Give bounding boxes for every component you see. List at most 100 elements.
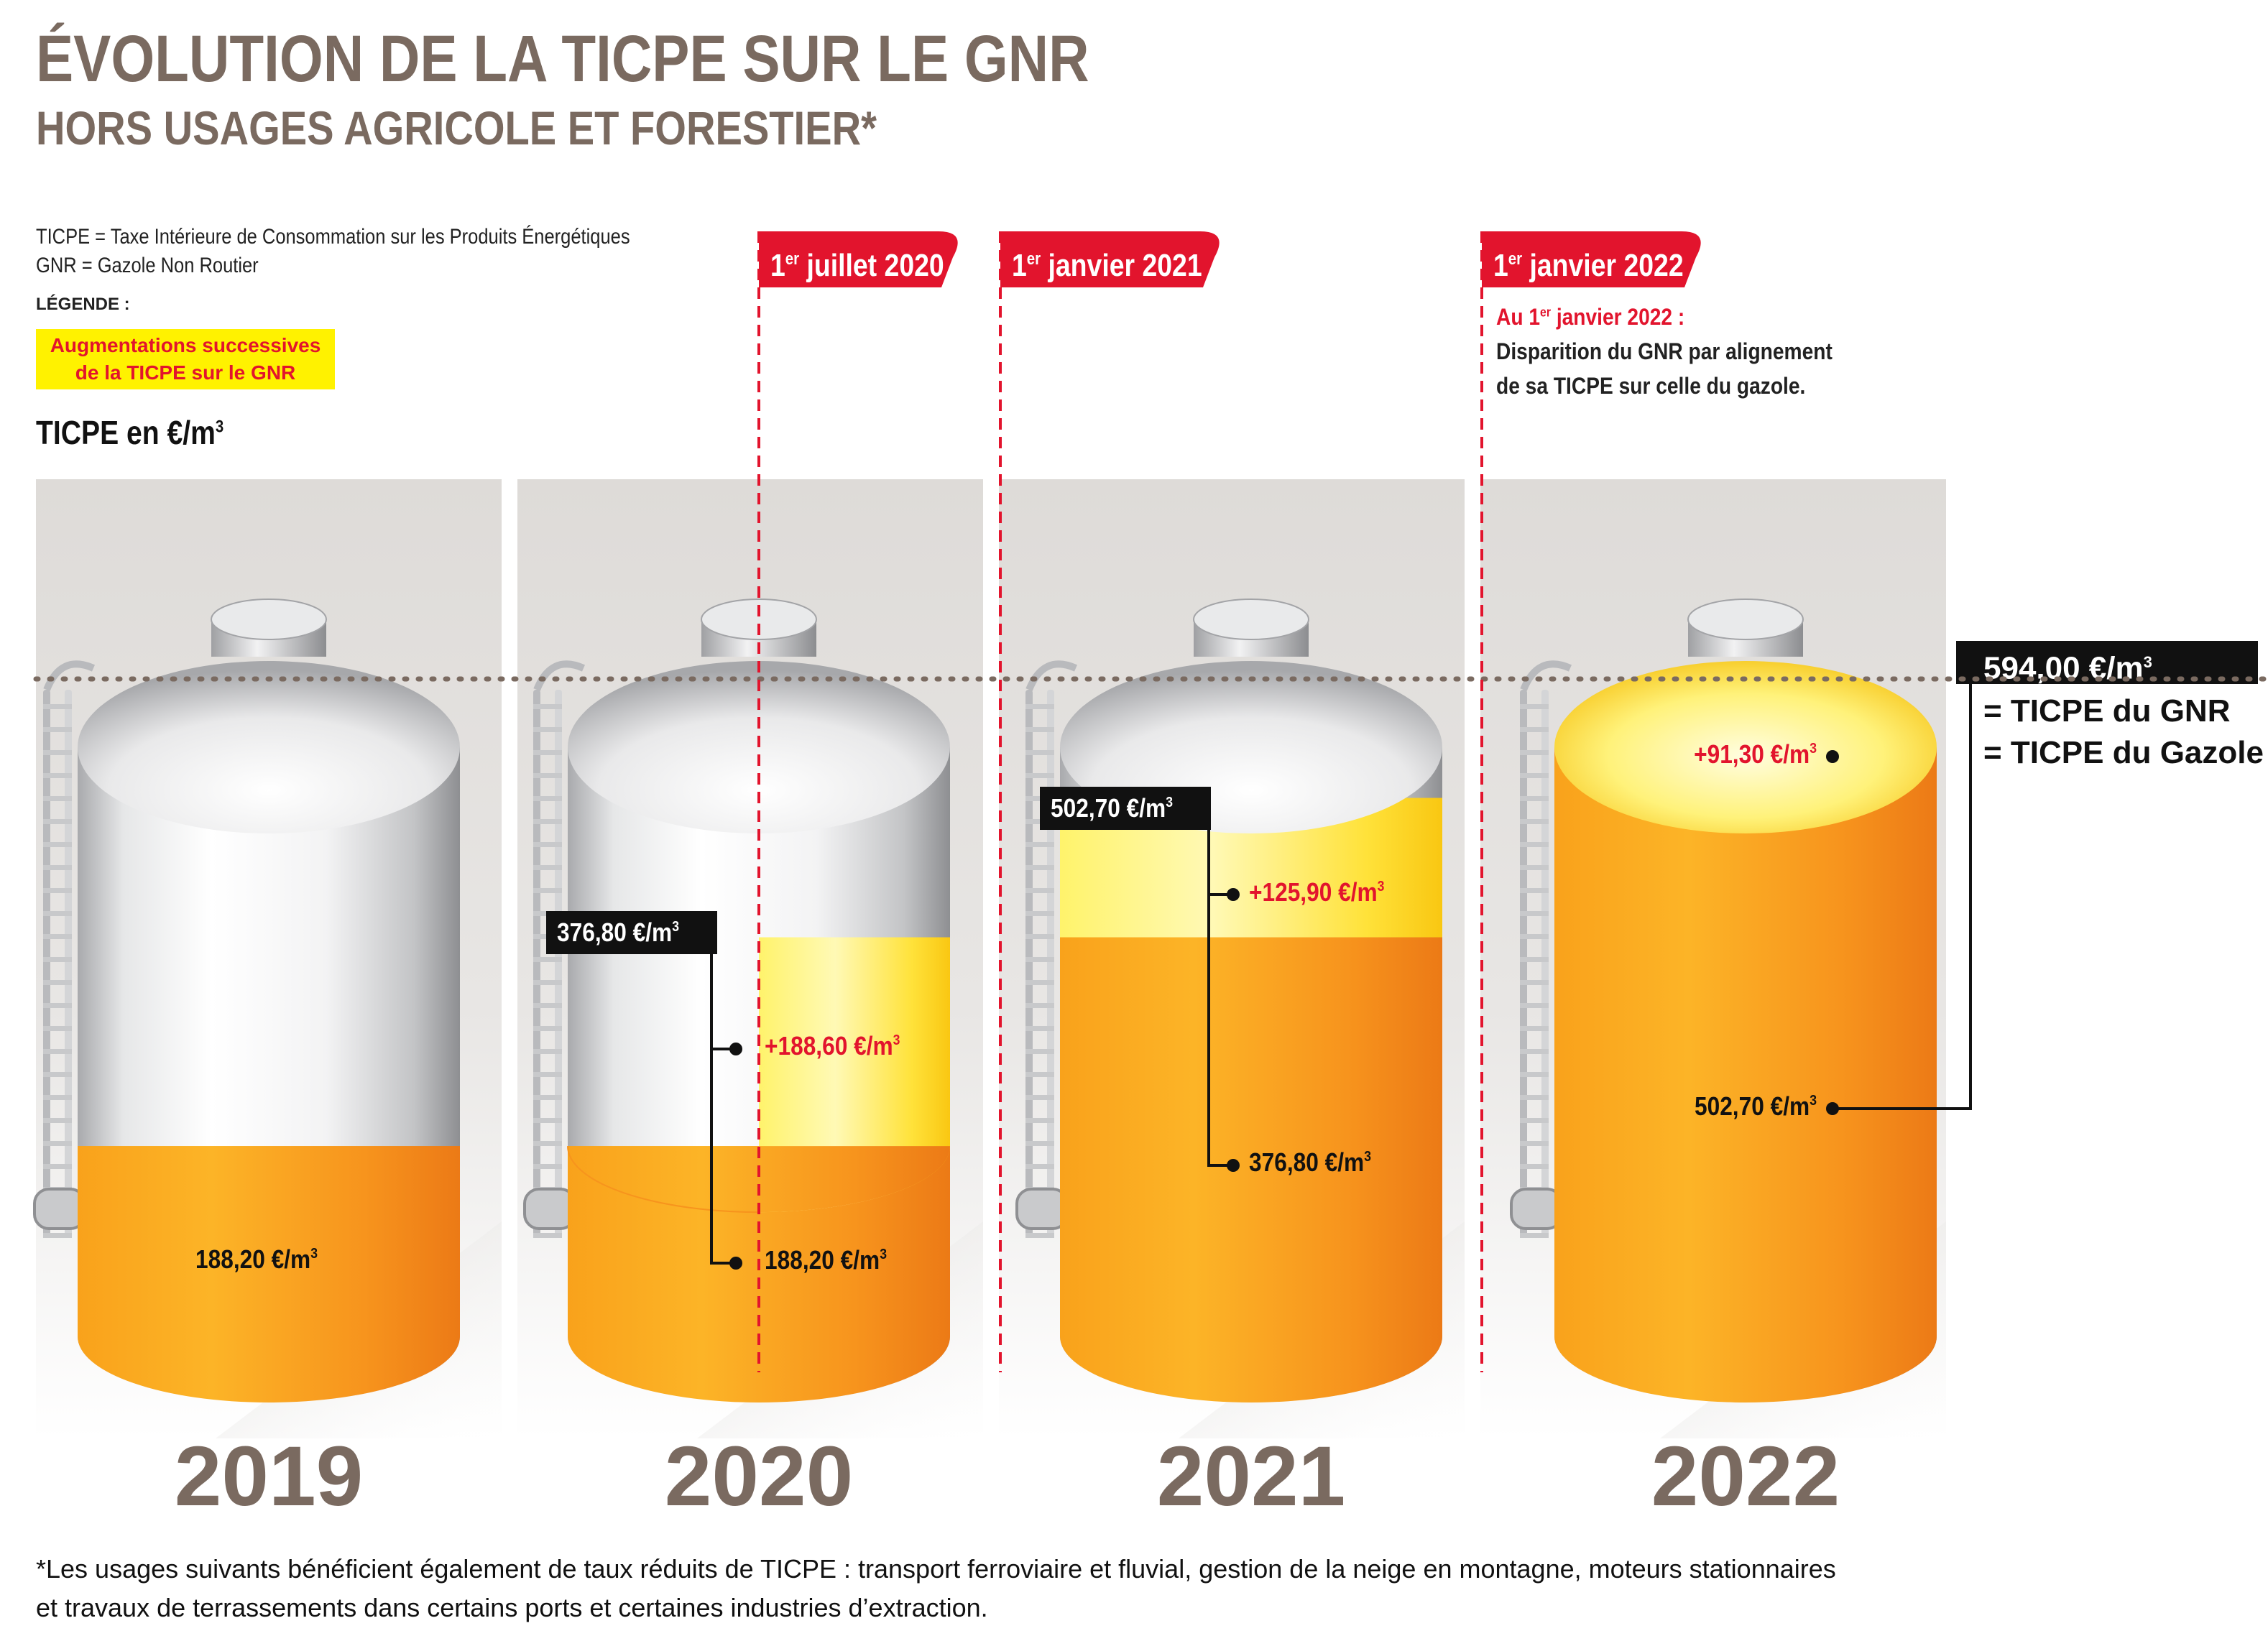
ladder-rung — [43, 1187, 72, 1192]
ladder-rail-right — [555, 690, 562, 1236]
ladder-rung — [1025, 1164, 1054, 1169]
tank-cap-top — [1687, 599, 1804, 640]
page-subtitle: HORS USAGES AGRICOLE ET FORESTIER* — [36, 101, 877, 154]
unit-label-text: TICPE en €/m — [36, 414, 216, 451]
ladder-rung — [1025, 819, 1054, 824]
page-title: ÉVOLUTION DE LA TICPE SUR LE GNR — [36, 22, 1089, 96]
ladder-rung — [1025, 773, 1054, 778]
ladder-rung — [1520, 750, 1549, 755]
tank-body — [78, 747, 460, 1336]
ladder-hook — [1520, 660, 1572, 691]
floor-shadow-2020 — [697, 1221, 983, 1438]
ladder-rung — [43, 957, 72, 962]
value-2022-increase: +91,30 €/m3 — [1694, 740, 1817, 770]
ladder-rung — [1520, 842, 1549, 847]
leader-2020 — [710, 954, 734, 1265]
ladder-rung — [1520, 704, 1549, 709]
ladder-rung — [1025, 1003, 1054, 1008]
ladder-rung — [43, 1210, 72, 1215]
note-line-1: Disparition du GNR par alignement — [1496, 338, 1833, 364]
value-2020-total: 376,80 €/m3 — [557, 918, 679, 948]
ladder-rung — [533, 842, 562, 847]
year-label-2022: 2022 — [1651, 1429, 1840, 1524]
tank-valve — [1015, 1188, 1069, 1230]
legend-line-2: de la TICPE sur le GNR — [75, 361, 296, 384]
fill-base-bottom — [568, 1270, 950, 1402]
tank-base — [78, 1270, 460, 1402]
fill-increase-2020 — [759, 937, 950, 1148]
dot-2020-base — [729, 1257, 742, 1270]
definition-gnr: GNR = Gazole Non Routier — [36, 254, 259, 277]
ladder-rung — [533, 819, 562, 824]
fill-base-2020 — [568, 1146, 950, 1336]
tank-dome — [568, 661, 950, 833]
note-head-rest: janvier 2022 : — [1550, 304, 1685, 330]
panel-2020 — [517, 479, 983, 1438]
note-heading: Au 1er janvier 2022 : — [1496, 304, 1684, 331]
ladder-rung — [533, 1003, 562, 1008]
tank-body — [568, 747, 950, 1336]
fill-increase-curve — [759, 937, 950, 1213]
ladder-rung — [533, 750, 562, 755]
floor-shadow-2022 — [1660, 1221, 1946, 1438]
tank-cap — [1688, 619, 1803, 657]
ladder-rung — [1520, 1026, 1549, 1031]
ladder-rung — [43, 1233, 72, 1238]
ladder-rung — [1025, 796, 1054, 801]
fill-base-top — [1060, 937, 1442, 1004]
fill-increase-2021 — [1060, 798, 1442, 938]
ladder-rung — [1025, 1210, 1054, 1215]
note-head-prefix: Au 1 — [1496, 304, 1541, 330]
ladder-rung — [43, 934, 72, 939]
legend-swatch: Augmentations successives de la TICPE su… — [36, 329, 335, 389]
ladder-rung — [1025, 1187, 1054, 1192]
tank-valve — [33, 1188, 86, 1230]
ladder-rung — [1025, 1049, 1054, 1054]
fill-base-2021 — [1060, 937, 1442, 1336]
ladder-rung — [1025, 1072, 1054, 1077]
ladder-rung — [533, 704, 562, 709]
ladder-rung — [43, 842, 72, 847]
fill-base-bottom — [1554, 1270, 1937, 1402]
legend-line-1: Augmentations successives — [50, 334, 321, 356]
tank-cap — [701, 619, 816, 657]
ladder-rung — [1520, 1141, 1549, 1146]
panel-2019 — [36, 479, 502, 1438]
total-box-2021 — [1040, 787, 1211, 830]
ladder-rung — [43, 1049, 72, 1054]
ladder-rung — [1025, 842, 1054, 847]
tank-2021 — [1015, 599, 1442, 1402]
value-2021-total: 502,70 €/m3 — [1051, 794, 1173, 823]
ladder-rung — [533, 1233, 562, 1238]
ladder-rung — [533, 957, 562, 962]
footnote-line-2: et travaux de terrassements dans certain… — [36, 1593, 988, 1622]
ladder-rung — [1520, 1095, 1549, 1100]
ladder-rung — [1520, 796, 1549, 801]
ladder-rung — [43, 1118, 72, 1123]
year-label-2020: 2020 — [665, 1429, 854, 1524]
date-flag-d2 — [1000, 231, 1220, 287]
value-2020-increase: +188,60 €/m3 — [765, 1032, 900, 1061]
ladder-rung — [1520, 1164, 1549, 1169]
ladder-rung — [1520, 819, 1549, 824]
ladder-rung — [1520, 1072, 1549, 1077]
ladder-rung — [1025, 865, 1054, 870]
ladder-rung — [1025, 888, 1054, 893]
ladder-rung — [1025, 727, 1054, 732]
dot-2021-base — [1227, 1159, 1240, 1172]
date-flag-d1 — [759, 231, 958, 287]
ladder-rung — [533, 1164, 562, 1169]
ladder-rail-left — [43, 690, 50, 1236]
value-2022-base: 502,70 €/m3 — [1695, 1092, 1817, 1122]
unit-label: TICPE en €/m3 — [36, 414, 224, 451]
ladder-rail-left — [1520, 690, 1527, 1236]
ladder-rung — [1520, 911, 1549, 916]
ladder-rung — [43, 1141, 72, 1146]
ladder-rung — [1520, 888, 1549, 893]
fill-base-2022 — [1554, 798, 1937, 1336]
ladder-rung — [43, 819, 72, 824]
ladder-rung — [533, 1118, 562, 1123]
ladder-rung — [533, 1026, 562, 1031]
ladder-rung — [43, 796, 72, 801]
tank-2022 — [1510, 599, 1937, 1402]
